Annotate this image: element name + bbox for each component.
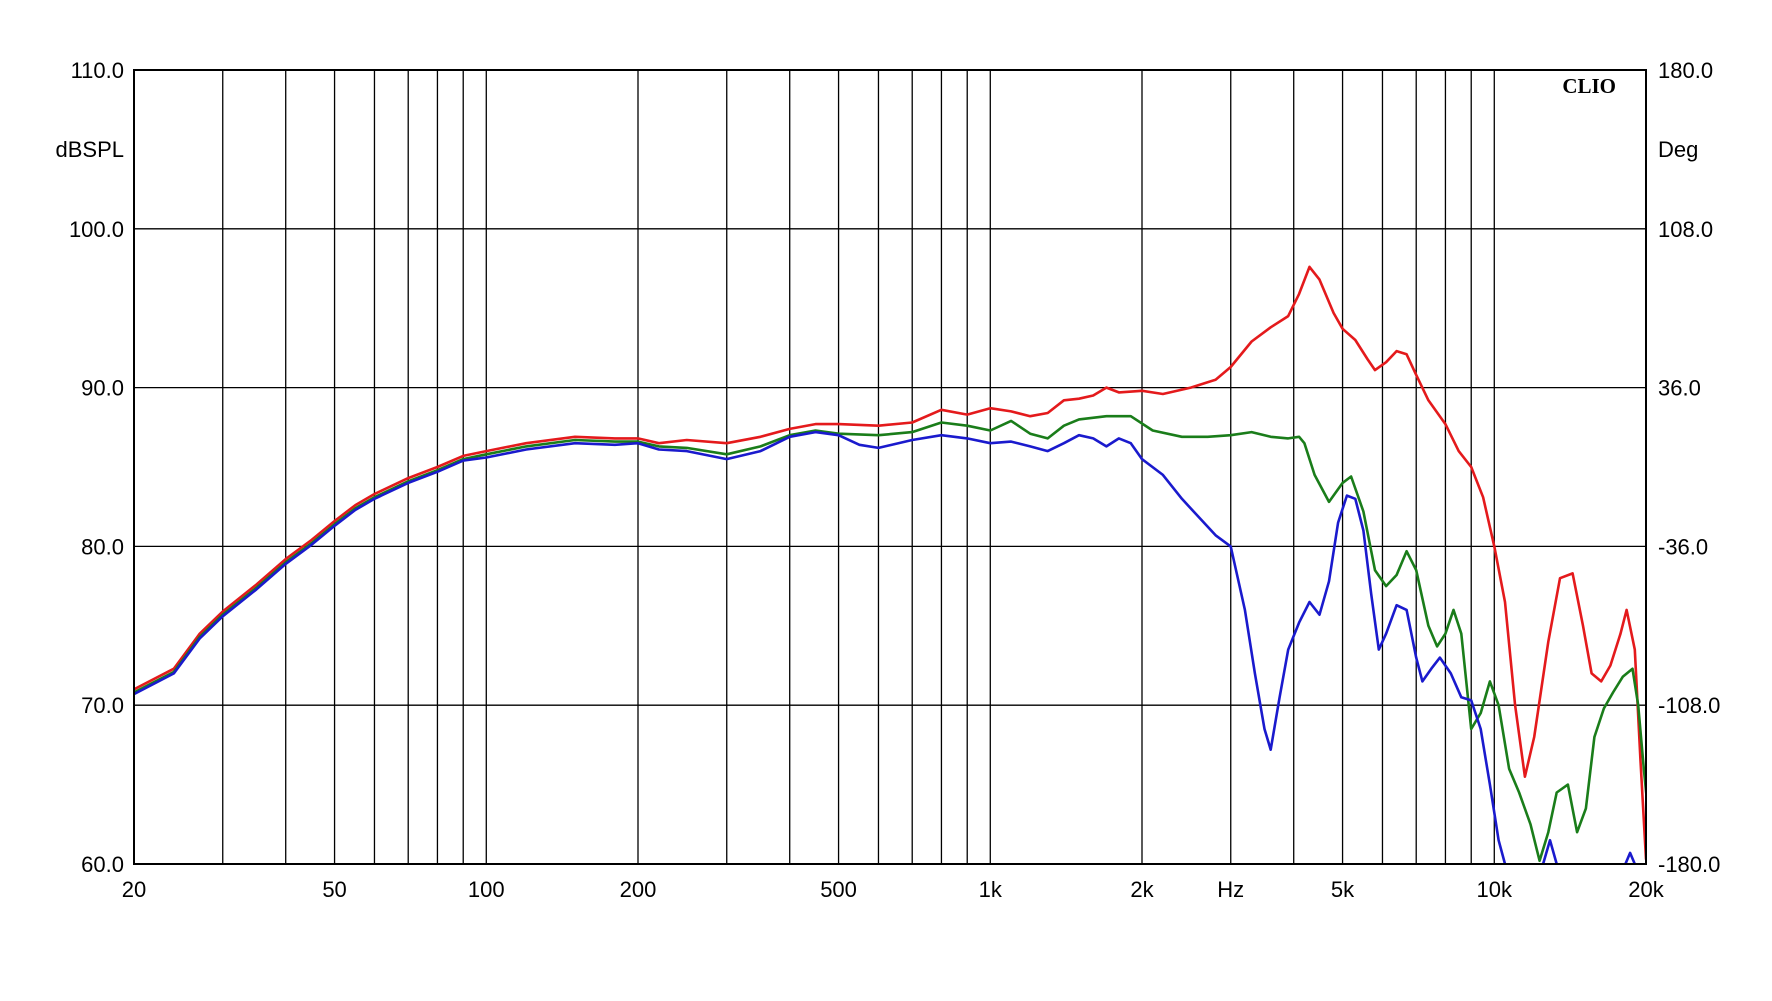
plot-frame xyxy=(133,69,1647,865)
y-left-tick-label: 60.0 xyxy=(81,852,124,877)
x-tick-label: 200 xyxy=(620,877,657,902)
x-tick-label: 2k xyxy=(1130,877,1154,902)
series-group xyxy=(134,265,1646,864)
y-left-tick-label: 80.0 xyxy=(81,534,124,559)
y-right-tick-label: 180.0 xyxy=(1658,58,1713,83)
x-tick-label: 20 xyxy=(122,877,146,902)
y-right-tick-label: -180.0 xyxy=(1658,852,1720,877)
y-right-tick-label: 36.0 xyxy=(1658,376,1701,401)
series-line-2 xyxy=(134,414,1646,863)
series-line-4 xyxy=(1541,838,1558,864)
y-axis-left-label: dBSPL xyxy=(56,137,125,162)
y-axis-right-label: Deg xyxy=(1658,137,1698,162)
y-left-tick-label: 90.0 xyxy=(81,376,124,401)
labels: CLIO dBSPL Deg Hz 110.0 100.0 90.0 80.0 70.0… xyxy=(56,58,1721,902)
series-line-1 xyxy=(134,265,1646,861)
x-tick-label: 10k xyxy=(1477,877,1513,902)
y-right-tick-label: -108.0 xyxy=(1658,693,1720,718)
x-tick-label: 5k xyxy=(1331,877,1355,902)
x-tick-label: 500 xyxy=(820,877,857,902)
y-left-tick-label: 70.0 xyxy=(81,693,124,718)
x-tick-label: 50 xyxy=(322,877,346,902)
y-right-tick-label: -36.0 xyxy=(1658,534,1708,559)
x-tick-label: 1k xyxy=(979,877,1003,902)
clio-watermark: CLIO xyxy=(1562,74,1616,98)
x-axis-unit-label: Hz xyxy=(1217,877,1244,902)
y-right-tick-label: 108.0 xyxy=(1658,217,1713,242)
series-line-3 xyxy=(134,430,1507,864)
x-tick-label: 100 xyxy=(468,877,505,902)
series-line-5 xyxy=(1624,851,1637,864)
y-left-tick-label: 100.0 xyxy=(69,217,124,242)
x-tick-label: 20k xyxy=(1628,877,1664,902)
y-left-tick-label: 110.0 xyxy=(71,58,124,83)
